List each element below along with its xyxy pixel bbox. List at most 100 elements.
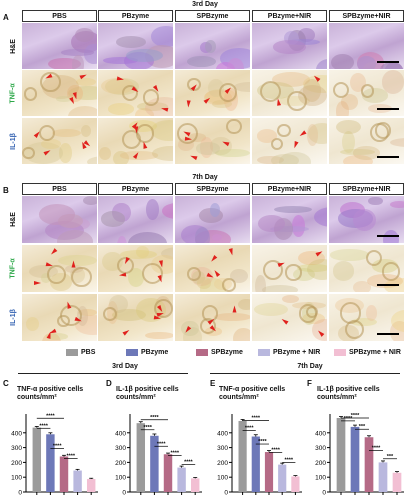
bar [32,427,42,492]
section-divider-right [210,373,400,374]
bar [73,470,82,492]
tissue-texture [279,152,312,164]
tissue-texture [383,62,404,69]
micrograph-he [175,196,250,243]
column-header: SPBzyme+NIR [329,10,404,22]
tooth-structure [285,264,302,281]
tissue-texture [389,200,404,208]
row-label-il: IL-1β [8,294,19,341]
bar [238,420,247,492]
tissue-texture [261,284,299,292]
panel-label-a: A [3,13,9,22]
tooth-structure [381,262,401,281]
tissue-texture [316,58,327,69]
tissue-texture [215,148,250,158]
tissue-texture [102,56,139,65]
tissue-texture [151,145,173,161]
tooth-structure [270,138,283,151]
bar [378,462,388,492]
tissue-texture [67,85,97,101]
column-header: PBS [22,183,97,195]
tissue-texture [233,328,250,341]
tissue-texture [107,103,134,115]
legend-label: SPBzyme [211,349,243,356]
day7-title: 7th Day [192,174,218,181]
y-tick-label: 400 [115,430,126,437]
tissue-texture [76,305,89,326]
tissue-texture [365,305,378,322]
significance-label: **** [344,416,353,422]
column-header: SPBzyme [175,10,250,22]
tooth-structure [117,257,135,275]
red-arrow-icon [34,281,42,286]
significance-label: **** [184,459,193,465]
row-label-text: H&E [10,212,17,227]
tissue-texture [137,101,168,111]
tissue-texture [342,131,355,154]
chart-title: IL-1β positive cells counts/mm² [116,386,179,402]
tissue-texture [41,273,52,284]
red-arrow-icon [189,153,198,160]
tissue-texture [272,72,310,88]
legend-label: SPBzyme + NIR [349,349,401,356]
micrograph-tnf [98,70,173,116]
significance-label: **** [252,416,261,422]
micrograph-he [22,23,97,69]
micrograph-he [252,23,327,69]
micrograph-il [175,118,250,164]
chart-title-line1: IL-1β positive cells [116,386,179,393]
y-tick-label: 300 [315,445,326,452]
y-tick-label: 100 [217,475,228,482]
significance-label: **** [271,448,280,454]
micrograph-tnf [98,245,173,292]
tissue-texture [329,249,369,261]
tooth-structure [22,146,35,160]
significance-label: **** [351,413,360,419]
row-label-text: IL-1β [10,132,17,150]
red-arrow-icon [228,248,235,257]
significance-label: **** [245,426,254,432]
legend-swatch [126,349,138,356]
micrograph-tnf [252,70,327,116]
red-arrow-icon [122,328,131,336]
y-tick-label: 200 [115,460,126,467]
tissue-texture [302,79,321,103]
bar [150,435,159,492]
red-arrow-icon [50,248,58,257]
panel-label-d: D [106,379,112,388]
tissue-texture [210,202,221,217]
tooth-structure [201,305,219,322]
y-tick-label: 0 [322,490,326,497]
tissue-texture [210,136,233,156]
tissue-texture [126,48,163,62]
micrograph-tnf [252,245,327,292]
column-header: PBzyme+NIR [252,183,327,195]
bar [264,452,274,492]
tissue-texture [381,70,404,94]
tissue-texture [196,277,211,289]
tissue-texture [353,281,371,292]
tissue-texture [314,206,327,228]
tooth-structure [60,304,82,327]
red-arrow-icon [116,76,125,82]
micrograph-il [98,294,173,341]
tissue-texture [56,96,73,103]
legend-label: PBS [81,349,96,356]
tissue-texture [211,99,232,108]
tooth-structure [142,89,160,107]
tissue-texture [162,203,173,219]
chart-title-line1: TNF-α positive cells [219,386,286,393]
y-tick-label: 0 [18,490,22,497]
tissue-texture [195,227,211,243]
tooth-structure [365,249,383,267]
scale-bar [377,333,399,335]
row-label-text: IL-1β [10,309,17,326]
bar [350,426,360,492]
significance-label: **** [258,439,267,445]
tissue-texture [332,261,355,281]
tissue-texture [196,142,220,155]
tissue-texture [135,245,149,258]
significance-label: **** [285,457,294,463]
day3-title: 3rd Day [192,1,218,8]
chart-section-title-3rd: 3rd Day [112,363,138,370]
